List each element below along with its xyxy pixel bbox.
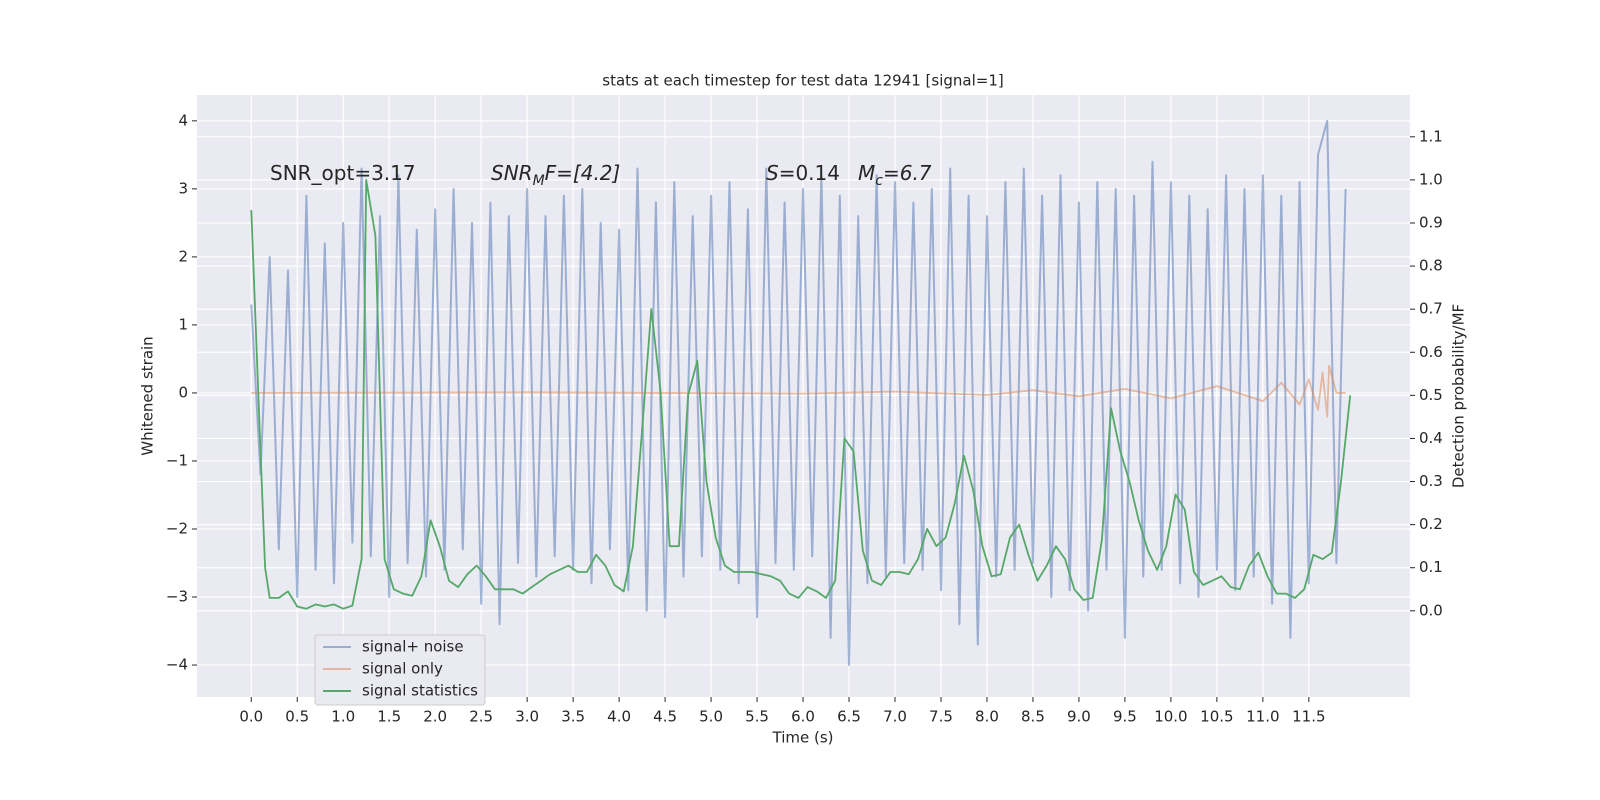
- y-tick-label: 0: [178, 383, 188, 401]
- annotation-rest: F=[4.2]: [545, 161, 621, 185]
- legend-label: signal+ noise: [362, 638, 464, 656]
- x-tick-label: 4.0: [607, 708, 631, 726]
- x-tick-label: 5.5: [745, 708, 769, 726]
- legend-label: signal statistics: [362, 682, 478, 700]
- annotation-sub: c: [875, 173, 883, 189]
- y-tick-label: −4: [166, 656, 188, 674]
- y-tick-label: 2: [178, 247, 188, 265]
- annotation-main: M: [858, 161, 875, 185]
- x-tick-label: 2.5: [469, 708, 493, 726]
- x-tick-label: 8.5: [1021, 708, 1045, 726]
- x-tick-label: 7.0: [883, 708, 907, 726]
- y2-tick-label: 0.3: [1419, 472, 1443, 490]
- y2-tick-label: 0.0: [1419, 601, 1443, 619]
- x-tick-label: 10.0: [1154, 708, 1187, 726]
- y2-axis-label: Detection probability/MF: [1450, 304, 1468, 488]
- x-tick-label: 0.5: [285, 708, 309, 726]
- y2-tick-label: 1.1: [1419, 127, 1443, 145]
- y-tick-label: 3: [178, 179, 188, 197]
- x-tick-label: 11.5: [1292, 708, 1325, 726]
- x-tick-label: 1.5: [377, 708, 401, 726]
- y2-tick-label: 0.6: [1419, 343, 1443, 361]
- y2-tick-label: 0.4: [1419, 429, 1443, 447]
- y-axis-label: Whitened strain: [139, 336, 157, 455]
- y2-tick-label: 0.5: [1419, 386, 1443, 404]
- legend-label: signal only: [362, 660, 443, 678]
- annotation: S=0.14: [766, 161, 840, 185]
- y-tick-label: 1: [178, 315, 188, 333]
- y2-tick-label: 0.2: [1419, 515, 1443, 533]
- labels: 0.0 0.5 1.0 1.5 2.0 2.5 3.0 3.5 4.0 4.5 5.0 5.5 6.0 6…: [166, 111, 1443, 725]
- x-tick-label: 4.5: [653, 708, 677, 726]
- x-tick-label: 10.5: [1200, 708, 1233, 726]
- y2-tick-label: 0.7: [1419, 300, 1443, 318]
- x-tick-label: 6.0: [791, 708, 815, 726]
- y2-tick-label: 0.9: [1419, 213, 1443, 231]
- x-tick-label: 9.5: [1113, 708, 1137, 726]
- x-tick-label: 5.0: [699, 708, 723, 726]
- y2-tick-label: 1.0: [1419, 170, 1443, 188]
- x-tick-label: 3.5: [561, 708, 585, 726]
- annotation-rest: =6.7: [883, 161, 932, 185]
- x-tick-label: 11.0: [1246, 708, 1279, 726]
- y-tick-label: −3: [166, 588, 188, 606]
- annotation-main: S: [766, 161, 779, 185]
- y-tick-label: −1: [166, 451, 188, 469]
- x-tick-label: 3.0: [515, 708, 539, 726]
- x-tick-label: 6.5: [837, 708, 861, 726]
- series-line: [250, 119, 1347, 666]
- x-tick-label: 9.0: [1067, 708, 1091, 726]
- annotation-sub: M: [533, 173, 545, 189]
- chart-title: stats at each timestep for test data 129…: [602, 72, 1003, 90]
- x-axis-label: Time (s): [772, 729, 834, 747]
- y2-tick-label: 0.1: [1419, 558, 1443, 576]
- x-tick-label: 1.0: [331, 708, 355, 726]
- x-tick-label: 0.0: [239, 708, 263, 726]
- x-tick-label: 8.0: [975, 708, 999, 726]
- x-tick-label: 7.5: [929, 708, 953, 726]
- annotation-rest: =0.14: [779, 161, 840, 185]
- annotation-main: SNR: [491, 161, 533, 185]
- x-tick-label: 2.0: [423, 708, 447, 726]
- marks: [250, 119, 1352, 666]
- y-tick-label: −2: [166, 519, 188, 537]
- y2-tick-label: 0.8: [1419, 257, 1443, 275]
- annotation: Mc=6.7: [858, 161, 932, 189]
- series-line: [251, 364, 1346, 418]
- legend-box: [314, 634, 486, 706]
- annotation: SNRMF=[4.2]: [491, 161, 620, 189]
- series-line: [250, 179, 1352, 610]
- y-tick-label: 4: [178, 111, 188, 129]
- annotation: SNR_opt=3.17: [270, 161, 416, 185]
